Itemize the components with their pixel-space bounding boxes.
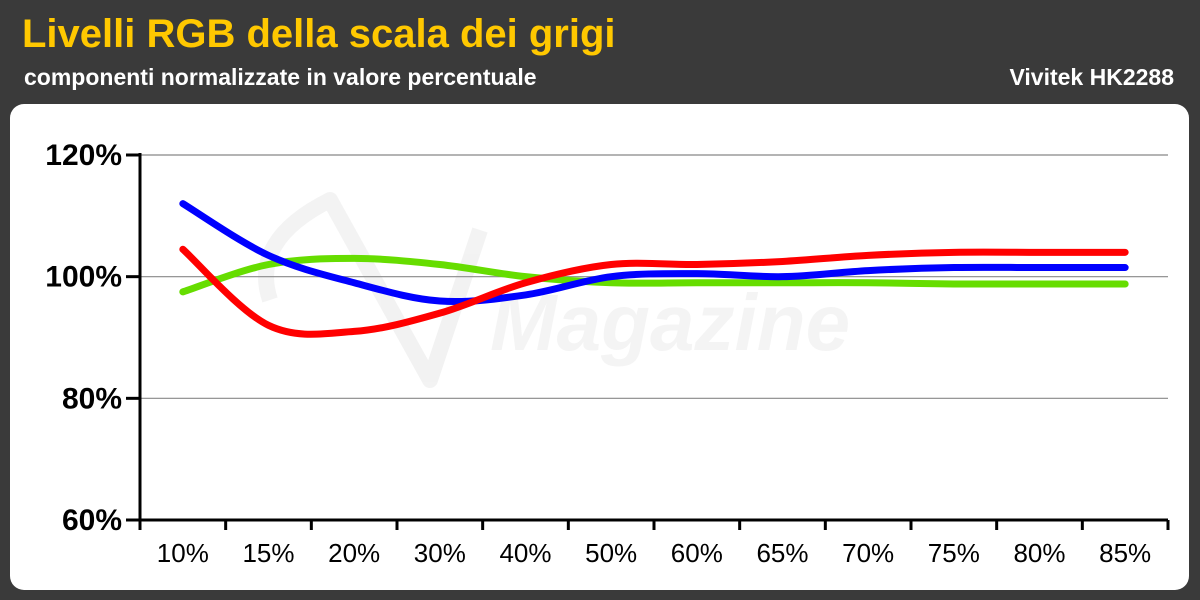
y-tick-label: 60%	[62, 504, 122, 537]
x-tick-label: 80%	[1013, 538, 1065, 568]
x-tick-label: 70%	[842, 538, 894, 568]
x-tick-label: 40%	[499, 538, 551, 568]
y-tick-labels: 60% 80% 100% 120%	[45, 139, 122, 537]
x-tick-label: 65%	[756, 538, 808, 568]
x-tick-label: 15%	[242, 538, 294, 568]
y-tick-label: 120%	[45, 139, 122, 172]
x-tick-label: 75%	[928, 538, 980, 568]
x-tick-label: 10%	[157, 538, 209, 568]
x-tick-label: 60%	[671, 538, 723, 568]
x-tick-label: 20%	[328, 538, 380, 568]
x-tick-labels: 10% 15% 20% 30% 40% 50% 60% 65% 70% 75% 80% 85%	[157, 538, 1151, 568]
x-tick-label: 85%	[1099, 538, 1151, 568]
x-tick-label: 50%	[585, 538, 637, 568]
y-tick-label: 80%	[62, 382, 122, 415]
y-tick-label: 100%	[45, 261, 122, 294]
x-tick-label: 30%	[414, 538, 466, 568]
